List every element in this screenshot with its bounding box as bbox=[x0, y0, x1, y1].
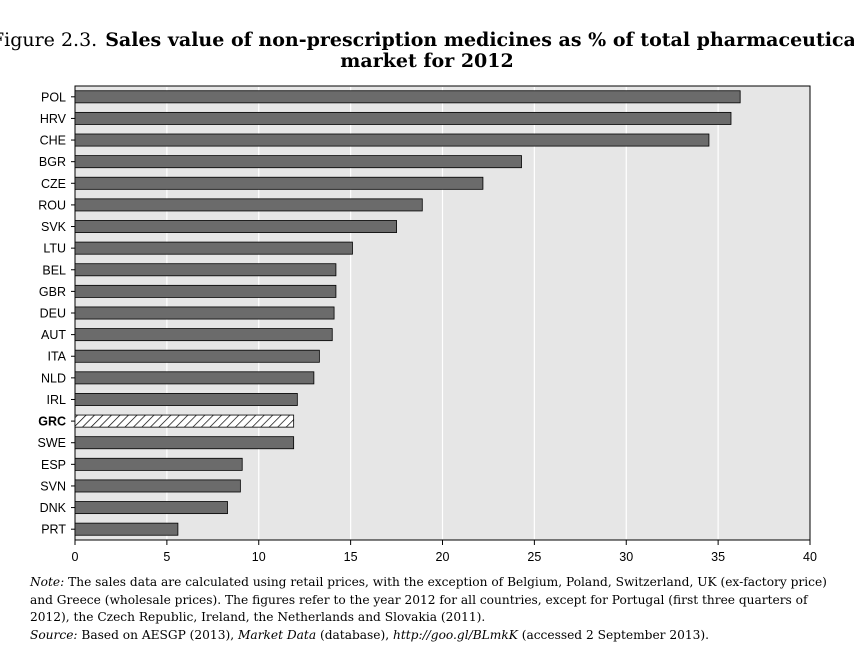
y-label-dnk: DNK bbox=[40, 501, 67, 515]
bar-esp bbox=[74, 457, 243, 471]
bar-swe bbox=[74, 436, 295, 450]
source-url-link[interactable]: http://goo.gl/BLmkK bbox=[393, 627, 518, 642]
bar-svn bbox=[74, 479, 241, 493]
y-label-che: CHE bbox=[40, 134, 66, 148]
x-tick-label: 25 bbox=[527, 550, 541, 564]
y-label-pol: POL bbox=[41, 90, 66, 104]
chart-title: Figure 2.3. Sales value of non-prescripti… bbox=[0, 29, 854, 51]
y-label-hrv: HRV bbox=[40, 112, 67, 126]
figure-number: Figure 2.3. bbox=[0, 29, 97, 51]
bar-gbr bbox=[74, 284, 337, 298]
y-label-prt: PRT bbox=[41, 523, 66, 537]
source-database: Market Data bbox=[237, 627, 317, 642]
bar-ltu bbox=[74, 241, 353, 255]
bar-svk bbox=[74, 220, 397, 233]
y-label-esp: ESP bbox=[41, 458, 66, 472]
x-tick-label: 0 bbox=[72, 550, 79, 564]
y-label-deu: DEU bbox=[40, 307, 66, 321]
y-axis-labels: POL HRV CHE BGR CZE ROU SVK LTU BEL GBR DEU AUT ITA N… bbox=[38, 90, 75, 537]
y-label-svk: SVK bbox=[41, 220, 67, 234]
y-label-bel: BEL bbox=[42, 263, 66, 277]
x-tick-label: 40 bbox=[803, 550, 817, 564]
y-label-nld: NLD bbox=[41, 371, 66, 385]
source-pre: Based on AESGP (2013), bbox=[77, 627, 238, 642]
bar-pol bbox=[74, 90, 741, 104]
y-label-grc: GRC bbox=[38, 415, 66, 429]
chart: Figure 2.3. Sales value of non-prescripti… bbox=[0, 29, 854, 564]
source-post: (accessed 2 September 2013). bbox=[517, 627, 710, 642]
y-label-ita: ITA bbox=[47, 350, 66, 364]
x-tick-label: 30 bbox=[619, 550, 633, 564]
title-line-2: market for 2012 bbox=[340, 50, 513, 72]
x-tick-label: 10 bbox=[252, 550, 266, 564]
bar-rou bbox=[74, 198, 423, 212]
y-label-irl: IRL bbox=[47, 393, 67, 407]
source-mid: (database), bbox=[316, 627, 394, 642]
x-axis: 0 5 10 15 20 25 30 35 40 bbox=[72, 540, 817, 564]
bar-bgr bbox=[74, 155, 522, 169]
bar-dnk bbox=[74, 501, 228, 515]
bar-series bbox=[74, 90, 741, 536]
bar-aut bbox=[74, 328, 333, 342]
note-paragraph: Note: The sales data are calculated usin… bbox=[30, 574, 830, 627]
bar-irl bbox=[74, 393, 298, 406]
bar-ita bbox=[74, 349, 320, 363]
bar-grc bbox=[74, 414, 295, 428]
bar-che bbox=[74, 133, 710, 147]
x-tick-label: 20 bbox=[436, 550, 450, 564]
x-tick-label: 35 bbox=[711, 550, 725, 564]
title-line-1: Sales value of non-prescription medicine… bbox=[105, 29, 854, 51]
note-text: The sales data are calculated using reta… bbox=[30, 575, 827, 624]
bar-hrv bbox=[74, 111, 732, 125]
y-label-swe: SWE bbox=[38, 436, 66, 450]
y-label-svn: SVN bbox=[40, 479, 66, 493]
x-tick-label: 15 bbox=[344, 550, 358, 564]
figure-notes: Note: The sales data are calculated usin… bbox=[30, 574, 830, 644]
bar-nld bbox=[74, 371, 315, 385]
bar-deu bbox=[74, 306, 335, 320]
y-label-ltu: LTU bbox=[43, 242, 66, 256]
y-label-rou: ROU bbox=[38, 198, 66, 212]
x-tick-label: 5 bbox=[163, 550, 170, 564]
y-label-bgr: BGR bbox=[39, 155, 66, 169]
y-label-gbr: GBR bbox=[39, 285, 66, 299]
note-label: Note: bbox=[30, 575, 65, 589]
source-label: Source: bbox=[30, 627, 78, 642]
y-label-aut: AUT bbox=[41, 328, 66, 342]
bar-bel bbox=[74, 263, 337, 277]
bar-prt bbox=[74, 522, 179, 536]
source-paragraph: Source: Based on AESGP (2013), Market Da… bbox=[30, 627, 830, 645]
bar-cze bbox=[74, 176, 484, 190]
y-label-cze: CZE bbox=[41, 177, 66, 191]
